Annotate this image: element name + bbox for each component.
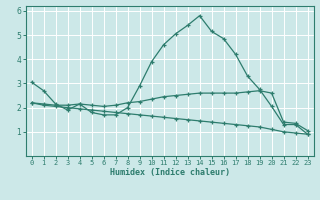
X-axis label: Humidex (Indice chaleur): Humidex (Indice chaleur) [109, 168, 230, 177]
